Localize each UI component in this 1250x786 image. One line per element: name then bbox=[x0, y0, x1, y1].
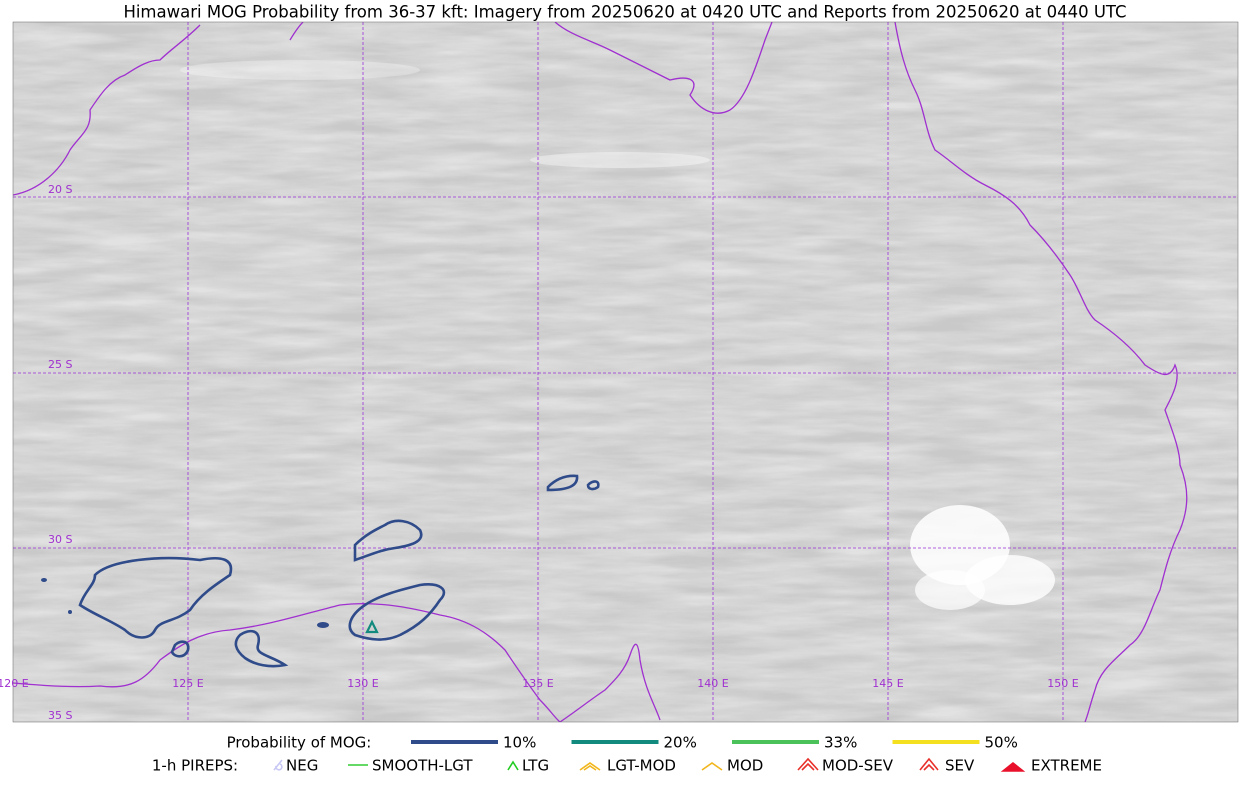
legend-label: NEG bbox=[286, 757, 318, 775]
longitude-label: 150 E bbox=[1047, 677, 1078, 690]
latitude-label: 20 S bbox=[48, 183, 72, 196]
legend-icon bbox=[797, 757, 819, 771]
map-frame bbox=[12, 21, 1239, 723]
legend-label: SEV bbox=[945, 757, 975, 775]
legend-title: 1-h PIREPS: bbox=[152, 757, 238, 775]
legend-icon bbox=[507, 760, 519, 771]
longitude-label: 135 E bbox=[522, 677, 553, 690]
legend-label: LGT-MOD bbox=[607, 757, 676, 775]
coastline bbox=[13, 22, 1188, 722]
longitude-label: 130 E bbox=[347, 677, 378, 690]
legend: Probability of MOG: 1-h PIREPS: 10% 20% 33… bbox=[152, 734, 1102, 775]
legend-icon bbox=[701, 762, 723, 771]
legend-label: 50% bbox=[985, 734, 1018, 752]
legend-title: Probability of MOG: bbox=[227, 734, 372, 752]
legend-label: 10% bbox=[503, 734, 536, 752]
legend-label: MOD bbox=[727, 757, 763, 775]
graticule bbox=[13, 22, 1238, 722]
legend-label: 33% bbox=[824, 734, 857, 752]
mog-contours bbox=[41, 474, 600, 668]
legend-icon bbox=[273, 759, 283, 771]
longitude-label: 140 E bbox=[697, 677, 728, 690]
satellite-texture bbox=[13, 22, 1238, 722]
latitude-label: 25 S bbox=[48, 358, 72, 371]
legend-label: SMOOTH-LGT bbox=[372, 757, 473, 775]
legend-icon bbox=[579, 762, 601, 771]
legend-label: LTG bbox=[522, 757, 549, 775]
legend-label: EXTREME bbox=[1031, 757, 1102, 775]
longitude-label: 125 E bbox=[172, 677, 203, 690]
longitude-label: 145 E bbox=[872, 677, 903, 690]
latitude-label: 30 S bbox=[48, 533, 72, 546]
latitude-label: 35 S bbox=[48, 709, 72, 722]
legend-icon bbox=[919, 757, 939, 771]
map-area bbox=[13, 22, 1238, 722]
title: Himawari MOG Probability from 36-37 kft:… bbox=[123, 3, 1126, 22]
cloud-cluster bbox=[180, 60, 1055, 610]
legend-label: 20% bbox=[664, 734, 697, 752]
legend-label: MOD-SEV bbox=[822, 757, 894, 775]
legend-icon bbox=[1000, 761, 1026, 772]
graticule-labels: 20 S 25 S 30 S 35 S 120 E 125 E 130 E 135 E 140 … bbox=[0, 183, 1079, 722]
longitude-label: 120 E bbox=[0, 677, 29, 690]
